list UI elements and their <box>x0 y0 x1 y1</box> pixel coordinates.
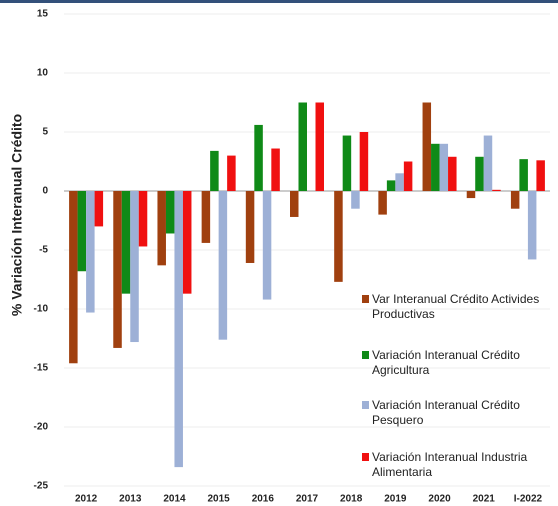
bar <box>174 191 183 468</box>
bar <box>351 191 360 209</box>
bar <box>359 132 369 191</box>
legend-swatch <box>362 295 369 303</box>
bar <box>439 143 449 191</box>
bar <box>378 191 387 215</box>
x-tick-label: I-2022 <box>514 494 543 505</box>
legend-swatch <box>362 351 369 359</box>
bar <box>342 135 352 191</box>
bar <box>157 191 166 266</box>
bar <box>519 159 528 191</box>
x-tick-label: 2017 <box>296 494 319 505</box>
top-border <box>0 0 558 3</box>
bar <box>527 191 537 260</box>
bar <box>422 102 432 191</box>
bar <box>403 161 413 191</box>
y-tick-label: -10 <box>34 304 49 315</box>
bar <box>113 191 122 348</box>
bar <box>245 191 255 263</box>
bar <box>182 191 192 294</box>
bar <box>315 102 324 191</box>
bar <box>262 191 272 300</box>
legend-swatch <box>362 453 369 461</box>
y-tick-label: 15 <box>37 9 49 20</box>
x-tick-label: 2015 <box>208 494 231 505</box>
bar <box>466 191 476 199</box>
legend-label: Variación Interanual Crédito Agricultura <box>372 348 520 377</box>
y-tick-label: -25 <box>34 481 49 492</box>
bar <box>210 150 219 191</box>
bar <box>395 173 404 191</box>
x-tick-label: 2013 <box>119 494 142 505</box>
bar <box>448 156 457 191</box>
x-tick-label: 2016 <box>252 494 275 505</box>
y-tick-label: 0 <box>42 186 48 197</box>
bar <box>510 191 520 209</box>
x-tick-label: 2012 <box>75 494 98 505</box>
bar <box>298 102 307 191</box>
bar <box>201 191 211 243</box>
legend-label: Var Interanual Crédito Activides Product… <box>372 292 540 321</box>
y-tick-label: -5 <box>39 245 48 256</box>
bar <box>483 135 493 191</box>
bar <box>386 180 396 191</box>
legend-swatch <box>362 401 369 409</box>
bar <box>431 143 440 191</box>
bar <box>94 191 104 227</box>
bar <box>86 191 95 313</box>
bar <box>536 160 545 191</box>
bar <box>77 191 87 272</box>
bar <box>475 156 484 191</box>
x-tick-label: 2021 <box>473 494 496 505</box>
bar <box>138 191 148 247</box>
y-tick-label: -20 <box>34 422 49 433</box>
x-tick-label: 2014 <box>163 494 186 505</box>
bar <box>254 124 263 191</box>
bar <box>271 148 280 191</box>
bar <box>165 191 175 234</box>
bar <box>218 191 228 340</box>
y-axis-title: % Variación Interanual Crédito <box>9 114 25 316</box>
x-tick-label: 2018 <box>340 494 363 505</box>
legend-label: Variación Interanual Crédito Pesquero <box>372 398 520 427</box>
x-tick-label: 2020 <box>428 494 451 505</box>
bar <box>227 155 236 191</box>
bar <box>130 191 139 343</box>
bar <box>69 191 78 364</box>
bar <box>334 191 343 282</box>
y-tick-label: -15 <box>34 363 49 374</box>
bar <box>492 189 501 191</box>
y-tick-label: 5 <box>42 127 48 138</box>
bar <box>290 191 299 217</box>
x-tick-label: 2019 <box>384 494 407 505</box>
y-tick-label: 10 <box>37 68 49 79</box>
legend-label: Variación Interanual Industria Alimentar… <box>372 450 528 479</box>
bar <box>121 191 131 294</box>
